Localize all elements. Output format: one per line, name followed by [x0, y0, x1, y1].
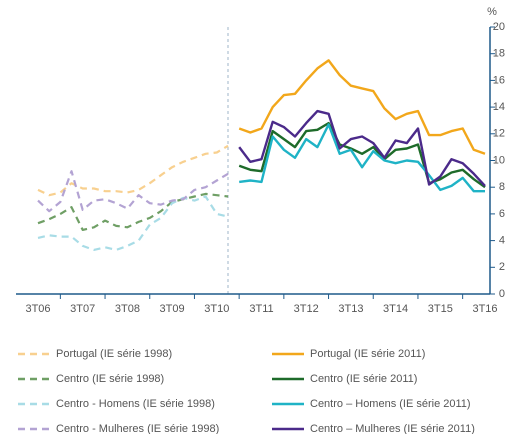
x-tick-label: 3T13 — [338, 303, 363, 315]
legend-label: Centro - Homens (IE série 1998) — [56, 398, 215, 410]
x-tick-label: 3T10 — [204, 303, 229, 315]
x-tick-label: 3T09 — [160, 303, 185, 315]
y-tick-label: 10 — [493, 154, 505, 166]
y-tick-label: 4 — [499, 235, 505, 247]
x-tick-label: 3T14 — [383, 303, 408, 315]
x-tick-label: 3T07 — [70, 303, 95, 315]
series-line — [238, 59, 486, 155]
y-tick-label: 18 — [493, 48, 505, 60]
y-tick-label: 0 — [499, 288, 505, 300]
series-line — [37, 170, 229, 213]
y-tick-label: 14 — [493, 101, 505, 113]
x-tick-label: 3T15 — [428, 303, 453, 315]
y-tick-label: 12 — [493, 128, 505, 140]
legend-label: Portugal (IE série 2011) — [310, 348, 425, 360]
y-tick-label: 6 — [499, 208, 505, 220]
x-tick-label: 3T11 — [249, 303, 273, 315]
x-tick-label: 3T12 — [294, 303, 319, 315]
legend-label: Centro – Homens (IE série 2011) — [310, 398, 471, 410]
legend-label: Centro – Mulheres (IE série 2011) — [310, 423, 475, 434]
legend-label: Centro (IE série 1998) — [56, 373, 164, 385]
series-line — [238, 109, 486, 187]
x-tick-label: 3T06 — [25, 303, 50, 315]
series-line — [37, 144, 229, 197]
y-tick-label: 16 — [493, 74, 505, 86]
series-line — [238, 121, 486, 189]
x-tick-label: 3T16 — [472, 303, 497, 315]
y-tick-label: 20 — [493, 21, 505, 33]
x-tick-label: 3T08 — [115, 303, 140, 315]
y-tick-label: 8 — [499, 181, 505, 193]
y-axis-label: % — [487, 6, 497, 18]
legend-label: Centro - Mulheres (IE série 1998) — [56, 423, 219, 434]
series-line — [37, 195, 229, 251]
y-tick-label: 2 — [499, 261, 505, 273]
legend-label: Portugal (IE série 1998) — [56, 348, 172, 360]
legend-label: Centro (IE série 2011) — [310, 373, 417, 385]
series-line — [37, 192, 229, 231]
series-line — [239, 123, 485, 193]
